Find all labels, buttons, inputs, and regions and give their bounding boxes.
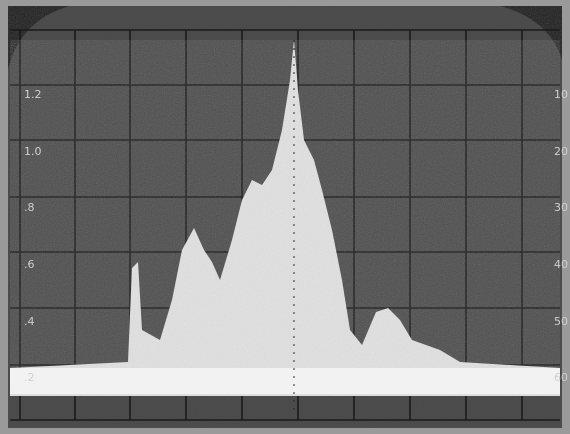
left-scale-label: .6 — [24, 258, 35, 271]
right-scale-label: 10 — [554, 88, 568, 101]
left-scale-label: 1.2 — [24, 88, 42, 101]
baseline-band — [10, 368, 560, 394]
left-scale-label: .4 — [24, 315, 35, 328]
right-scale-label: 60 — [554, 371, 568, 384]
right-scale-label: 50 — [554, 315, 568, 328]
right-scale-label: 20 — [554, 145, 568, 158]
left-scale-label: .8 — [24, 201, 35, 214]
right-scale-label: 40 — [554, 258, 568, 271]
spectrum-trace — [10, 40, 560, 396]
right-scale-label: 30 — [554, 201, 568, 214]
left-scale-label: .2 — [24, 371, 35, 384]
left-scale-label: 1.0 — [24, 145, 42, 158]
